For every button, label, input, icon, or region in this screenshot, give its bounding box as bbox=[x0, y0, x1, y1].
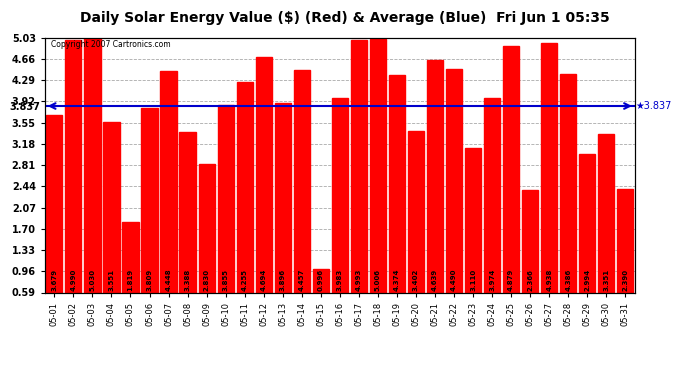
Bar bbox=[446, 69, 462, 326]
Text: 3.402: 3.402 bbox=[413, 268, 419, 291]
Text: 5.030: 5.030 bbox=[90, 268, 95, 291]
Bar bbox=[294, 70, 310, 326]
Bar bbox=[598, 134, 614, 326]
Text: 5.006: 5.006 bbox=[375, 269, 381, 291]
Bar bbox=[161, 71, 177, 326]
Text: 4.639: 4.639 bbox=[432, 268, 438, 291]
Bar bbox=[389, 75, 405, 326]
Bar bbox=[66, 40, 81, 326]
Text: 4.457: 4.457 bbox=[299, 268, 305, 291]
Bar bbox=[351, 40, 367, 326]
Text: 4.386: 4.386 bbox=[565, 268, 571, 291]
Bar bbox=[484, 98, 500, 326]
Bar bbox=[46, 115, 63, 326]
Bar bbox=[503, 46, 519, 326]
Text: 4.694: 4.694 bbox=[261, 268, 267, 291]
Text: 3.351: 3.351 bbox=[603, 268, 609, 291]
Text: 3.388: 3.388 bbox=[185, 268, 190, 291]
Bar bbox=[579, 154, 595, 326]
Text: 3.679: 3.679 bbox=[51, 268, 57, 291]
Text: 4.879: 4.879 bbox=[508, 268, 514, 291]
Bar bbox=[255, 57, 272, 326]
Text: 3.110: 3.110 bbox=[470, 268, 476, 291]
Text: 2.390: 2.390 bbox=[622, 268, 629, 291]
Bar bbox=[370, 39, 386, 326]
Bar bbox=[541, 43, 558, 326]
Text: 4.990: 4.990 bbox=[70, 268, 77, 291]
Bar bbox=[313, 269, 329, 326]
Bar bbox=[84, 38, 101, 326]
Bar bbox=[199, 164, 215, 326]
Text: 4.374: 4.374 bbox=[394, 268, 400, 291]
Text: 3.809: 3.809 bbox=[146, 268, 152, 291]
Text: 3.974: 3.974 bbox=[489, 268, 495, 291]
Bar bbox=[122, 222, 139, 326]
Bar bbox=[217, 105, 234, 326]
Text: 3.855: 3.855 bbox=[223, 269, 228, 291]
Text: 4.255: 4.255 bbox=[241, 269, 248, 291]
Text: Copyright 2007 Cartronics.com: Copyright 2007 Cartronics.com bbox=[51, 40, 170, 49]
Text: 3.983: 3.983 bbox=[337, 268, 343, 291]
Bar bbox=[275, 103, 290, 326]
Bar bbox=[237, 82, 253, 326]
Text: 4.993: 4.993 bbox=[356, 268, 362, 291]
Bar bbox=[332, 98, 348, 326]
Bar bbox=[522, 190, 538, 326]
Bar bbox=[179, 132, 196, 326]
Bar bbox=[427, 60, 443, 326]
Text: 2.366: 2.366 bbox=[527, 269, 533, 291]
Text: 2.994: 2.994 bbox=[584, 268, 590, 291]
Text: 3.551: 3.551 bbox=[108, 269, 115, 291]
Bar bbox=[104, 123, 119, 326]
Text: 3.896: 3.896 bbox=[279, 268, 286, 291]
Text: 4.448: 4.448 bbox=[166, 268, 172, 291]
Bar bbox=[408, 131, 424, 326]
Text: 2.830: 2.830 bbox=[204, 268, 210, 291]
Text: 0.996: 0.996 bbox=[318, 268, 324, 291]
Text: ★3.837: ★3.837 bbox=[635, 101, 672, 111]
Text: 4.490: 4.490 bbox=[451, 268, 457, 291]
Bar bbox=[617, 189, 633, 326]
Bar bbox=[141, 108, 157, 326]
Text: 4.938: 4.938 bbox=[546, 268, 552, 291]
Text: 1.819: 1.819 bbox=[128, 268, 133, 291]
Bar bbox=[560, 75, 576, 326]
Text: Daily Solar Energy Value ($) (Red) & Average (Blue)  Fri Jun 1 05:35: Daily Solar Energy Value ($) (Red) & Ave… bbox=[80, 11, 610, 25]
Bar bbox=[465, 148, 481, 326]
